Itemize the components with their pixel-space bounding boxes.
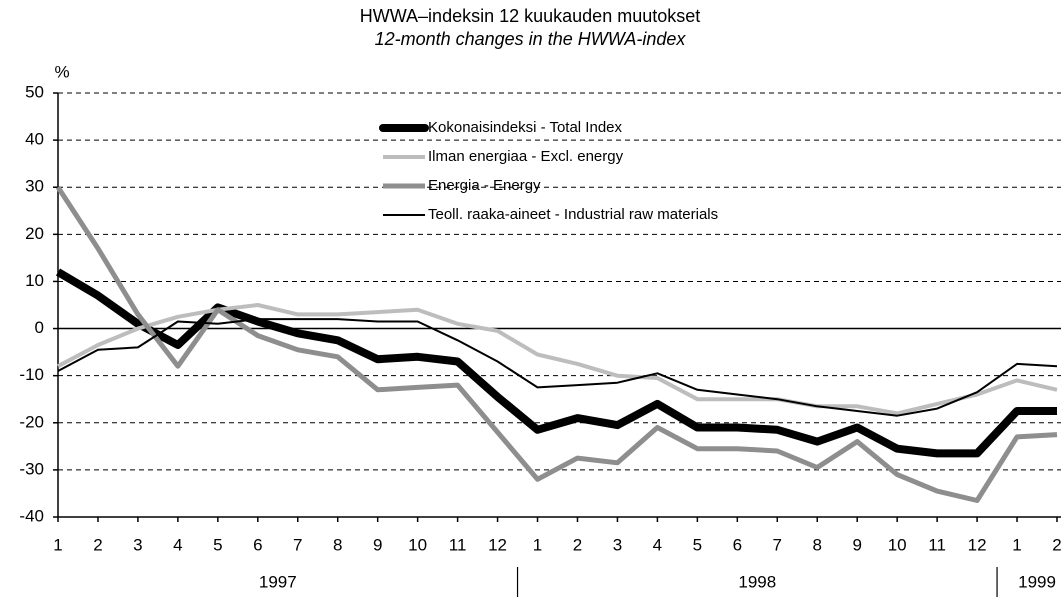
y-tick-label: -40 (19, 506, 44, 525)
x-tick-label: 8 (813, 535, 822, 554)
x-tick-label: 2 (573, 535, 582, 554)
legend-label: Energia - Energy (428, 177, 541, 194)
x-tick-label: 12 (968, 535, 987, 554)
x-tick-label: 2 (93, 535, 102, 554)
legend-label: Kokonaisindeksi - Total Index (428, 119, 623, 136)
x-tick-label: 1 (1012, 535, 1021, 554)
x-tick-label: 7 (773, 535, 782, 554)
x-tick-label: 7 (293, 535, 302, 554)
chart-title: HWWA–indeksin 12 kuukauden muutokset (360, 6, 701, 26)
legend-label: Teoll. raaka-aineet - Industrial raw mat… (428, 206, 718, 223)
y-tick-label: -10 (19, 365, 44, 384)
legend-label: Ilman energiaa - Excl. energy (428, 148, 624, 165)
year-label: 1997 (259, 572, 297, 591)
x-tick-label: 4 (173, 535, 182, 554)
y-axis-label: % (54, 62, 69, 81)
x-tick-label: 6 (733, 535, 742, 554)
y-tick-label: -30 (19, 459, 44, 478)
y-tick-label: 50 (25, 82, 44, 101)
series-line (57, 318, 1058, 417)
y-tick-label: 0 (35, 318, 44, 337)
x-tick-label: 10 (408, 535, 427, 554)
series-line (55, 268, 1057, 458)
x-tick-label: 11 (449, 535, 467, 554)
x-tick-label: 2 (1052, 535, 1061, 554)
x-tick-label: 9 (852, 535, 861, 554)
x-tick-label: 1 (533, 535, 542, 554)
x-tick-label: 1 (53, 535, 62, 554)
x-tick-label: 6 (253, 535, 262, 554)
chart-subtitle: 12-month changes in the HWWA-index (375, 29, 687, 49)
x-tick-label: 8 (333, 535, 342, 554)
x-tick-label: 10 (888, 535, 907, 554)
x-tick-label: 5 (693, 535, 702, 554)
year-label: 1998 (738, 572, 776, 591)
y-tick-label: 30 (25, 177, 44, 196)
y-tick-label: 10 (25, 271, 44, 290)
x-tick-label: 9 (373, 535, 382, 554)
x-tick-label: 5 (213, 535, 222, 554)
y-tick-label: 20 (25, 224, 44, 243)
x-tick-label: 3 (613, 535, 622, 554)
x-tick-label: 11 (928, 535, 946, 554)
year-label: 1999 (1018, 572, 1056, 591)
x-tick-label: 4 (653, 535, 662, 554)
series-line (57, 303, 1058, 416)
x-tick-label: 3 (133, 535, 142, 554)
x-tick-label: 12 (488, 535, 507, 554)
y-tick-label: -20 (19, 412, 44, 431)
series-line (55, 185, 1058, 503)
y-tick-label: 40 (25, 130, 44, 149)
